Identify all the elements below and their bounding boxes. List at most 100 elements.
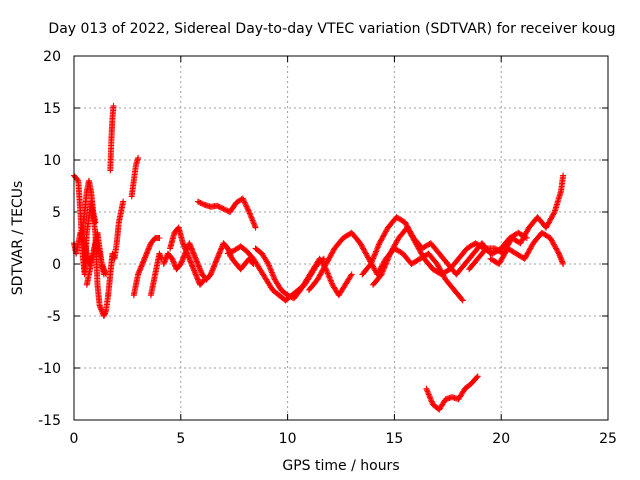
data-point — [428, 397, 435, 404]
data-point — [373, 247, 380, 254]
data-point — [374, 244, 381, 251]
data-point — [407, 229, 414, 236]
data-point — [459, 297, 466, 304]
x-tick-label: 25 — [599, 431, 617, 447]
data-point — [271, 275, 278, 282]
series-trace-f — [105, 198, 127, 299]
data-point — [424, 388, 431, 395]
grid — [74, 56, 608, 420]
data-point — [425, 390, 432, 397]
data-point — [506, 240, 513, 247]
data-point — [316, 272, 323, 279]
data-point — [324, 270, 331, 277]
data-point — [390, 244, 397, 251]
series-trace-i — [147, 250, 165, 299]
data-point — [358, 242, 365, 249]
series-trace-k — [167, 224, 208, 288]
data-point — [378, 271, 385, 278]
data-point — [426, 394, 433, 401]
data-point — [549, 238, 556, 245]
data-point — [385, 254, 392, 261]
series-trace-r — [423, 373, 481, 413]
data-point — [347, 272, 354, 279]
data-point — [389, 246, 396, 253]
data-point — [389, 245, 396, 252]
data-point — [380, 232, 387, 239]
data-point — [120, 198, 127, 205]
data-point — [388, 248, 395, 254]
data-point — [365, 254, 372, 261]
data-point — [326, 254, 333, 261]
data-point — [419, 253, 426, 260]
data-point — [404, 224, 411, 231]
data-marks — [71, 102, 567, 413]
data-point — [375, 242, 382, 249]
data-point — [406, 228, 413, 235]
data-point — [528, 244, 535, 251]
data-point — [371, 266, 378, 273]
data-point — [523, 253, 530, 260]
data-point — [417, 248, 424, 254]
data-point — [250, 218, 257, 225]
data-point — [200, 201, 207, 208]
data-point — [369, 256, 376, 263]
data-point — [518, 237, 525, 244]
data-point — [383, 260, 390, 267]
data-point — [525, 248, 532, 254]
data-point — [522, 254, 529, 261]
data-point — [361, 248, 368, 254]
data-point — [545, 220, 552, 227]
data-point — [328, 278, 335, 285]
y-tick-label: 5 — [52, 205, 61, 221]
data-point — [382, 229, 389, 236]
x-tick-label: 0 — [70, 431, 79, 447]
data-point — [552, 244, 559, 251]
data-point — [318, 270, 325, 277]
data-point — [270, 273, 277, 280]
data-point — [314, 276, 321, 283]
data-point — [249, 216, 256, 223]
data-point — [249, 217, 256, 224]
data-point — [458, 296, 465, 303]
data-point — [519, 236, 526, 243]
data-point — [550, 241, 557, 248]
data-point — [425, 391, 432, 398]
data-point — [320, 266, 327, 273]
data-point — [268, 269, 275, 276]
data-point — [548, 214, 555, 221]
data-point — [243, 203, 250, 210]
y-tick-label: 10 — [43, 153, 61, 169]
data-point — [522, 231, 529, 238]
data-point — [386, 251, 393, 258]
y-tick-label: -15 — [38, 413, 61, 429]
data-point — [414, 244, 421, 251]
data-point — [360, 245, 367, 252]
data-point — [497, 258, 504, 265]
data-point — [393, 238, 400, 245]
data-point — [410, 236, 417, 243]
data-point — [367, 261, 374, 267]
series-trace-t — [487, 229, 567, 267]
data-point — [324, 269, 331, 276]
data-point — [412, 240, 419, 247]
data-point — [74, 176, 81, 183]
data-point — [197, 199, 204, 206]
data-point — [246, 209, 253, 215]
data-point — [321, 263, 328, 270]
data-point — [239, 195, 246, 202]
series-trace-n — [252, 245, 355, 302]
data-point — [419, 251, 426, 258]
data-point — [325, 273, 332, 280]
data-point — [194, 198, 201, 205]
data-point — [506, 238, 513, 245]
data-point — [270, 272, 277, 279]
series-trace-e — [107, 102, 117, 174]
data-point — [560, 172, 567, 179]
data-point — [523, 228, 530, 235]
data-point — [526, 246, 533, 253]
y-tick-label: -10 — [38, 361, 61, 377]
data-point — [394, 237, 401, 244]
data-point — [371, 252, 378, 259]
data-point — [411, 237, 418, 244]
